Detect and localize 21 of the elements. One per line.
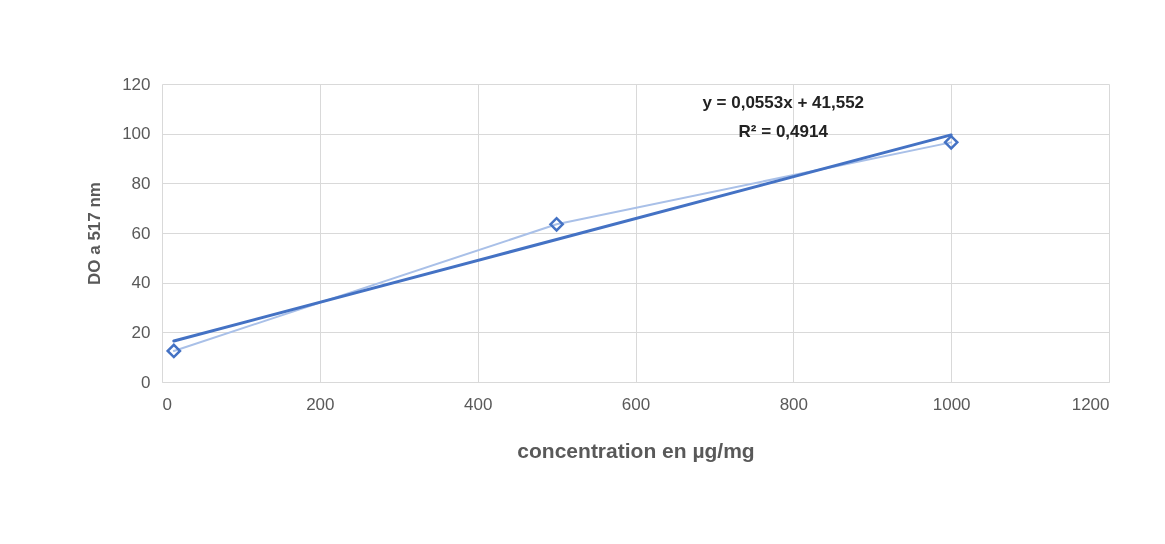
point [166,343,182,359]
x-axis-title: concentration en µg/mg [517,438,755,462]
x-tick-label: 600 [621,394,651,414]
y-tick-label: 20 [131,322,151,342]
x-tick-label: 1000 [932,394,971,414]
y-tick-label: 0 [141,372,151,392]
x-tick-label: 1200 [1071,394,1110,414]
y-tick-label: 80 [131,173,151,193]
x-tick-label: 0 [162,394,172,414]
point [549,216,564,232]
x-tick-label: 400 [463,394,493,414]
x-tick-label: 800 [779,394,809,414]
annotation: R² = 0,4914 [738,122,829,141]
y-tick-label: 120 [122,74,151,94]
x-tick-label: 200 [306,394,335,414]
y-tick-label: 60 [131,223,151,243]
y-tick-label: 100 [122,124,151,144]
y-tick-label: 40 [131,273,151,293]
point [943,134,959,150]
y-axis-title: DO a 517 nm [85,182,105,285]
annotation: y = 0,0553x + 41,552 [702,93,865,112]
